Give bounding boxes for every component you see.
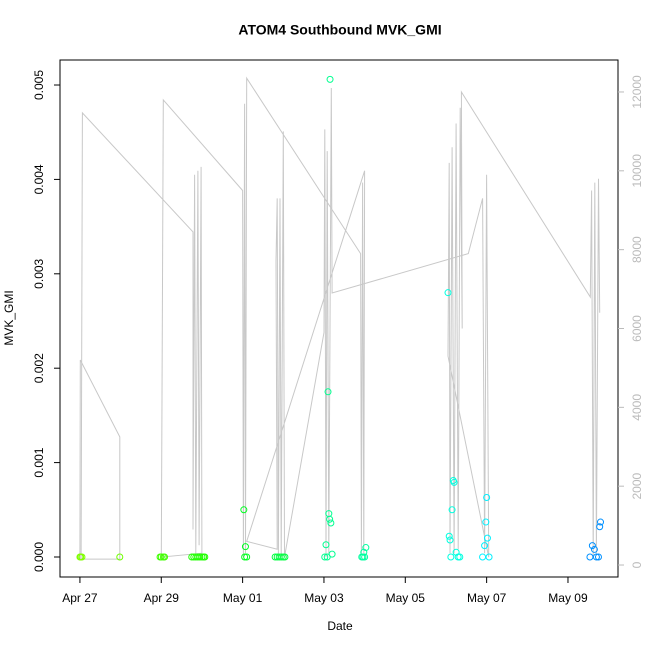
y-tick-label: 0.004	[32, 164, 46, 194]
y2-tick-label: 2000	[630, 473, 644, 500]
point	[481, 542, 489, 550]
y-axis-title: MVK_GMI	[2, 290, 16, 345]
y2-tick-label: 0	[630, 561, 644, 568]
point	[78, 553, 86, 561]
altitude-line	[79, 76, 601, 560]
point	[241, 543, 249, 551]
x-tick-label: May 07	[467, 591, 507, 605]
x-tick-label: May 03	[304, 591, 344, 605]
point	[479, 553, 487, 561]
point	[586, 553, 594, 561]
x-tick-label: May 09	[548, 591, 588, 605]
point	[361, 553, 369, 561]
y-tick-label: 0.002	[32, 353, 46, 383]
point	[324, 388, 332, 396]
y-tick-label: 0.001	[32, 447, 46, 477]
point	[450, 478, 458, 486]
point	[201, 553, 209, 561]
chart-title: ATOM4 Southbound MVK_GMI	[238, 22, 441, 38]
point	[326, 75, 334, 83]
y-tick-label: 0.003	[32, 258, 46, 288]
point	[483, 534, 491, 542]
point	[592, 553, 600, 561]
point	[485, 553, 493, 561]
point	[277, 553, 285, 561]
point	[594, 553, 602, 561]
y2-tick-label: 10000	[630, 154, 644, 188]
y-tick-label: 0.005	[32, 70, 46, 100]
point	[281, 553, 289, 561]
y2-tick-label: 6000	[630, 315, 644, 342]
y-tick-label: 0.000	[32, 542, 46, 572]
point	[588, 542, 596, 550]
point	[327, 519, 335, 527]
y2-tick-label: 12000	[630, 75, 644, 109]
point	[157, 553, 165, 561]
point	[596, 523, 604, 531]
point	[444, 289, 452, 297]
y2-tick-label: 8000	[630, 236, 644, 263]
point	[482, 518, 490, 526]
point	[196, 553, 204, 561]
point	[445, 532, 453, 540]
point	[240, 506, 248, 514]
point	[322, 541, 330, 549]
point	[321, 553, 329, 561]
y2-tick-label: 4000	[630, 394, 644, 421]
point	[326, 515, 334, 523]
point	[116, 553, 124, 561]
point	[447, 553, 455, 561]
point	[590, 545, 598, 553]
x-tick-label: May 05	[386, 591, 426, 605]
x-axis-title: Date	[327, 619, 353, 633]
point	[323, 553, 331, 561]
point	[597, 518, 605, 526]
point	[456, 553, 464, 561]
x-tick-label: Apr 27	[62, 591, 98, 605]
point	[448, 506, 456, 514]
point	[243, 553, 251, 561]
point	[446, 536, 454, 544]
x-tick-label: May 01	[223, 591, 263, 605]
point	[161, 553, 169, 561]
point	[483, 494, 491, 502]
point	[241, 553, 249, 561]
x-tick-label: Apr 29	[144, 591, 180, 605]
